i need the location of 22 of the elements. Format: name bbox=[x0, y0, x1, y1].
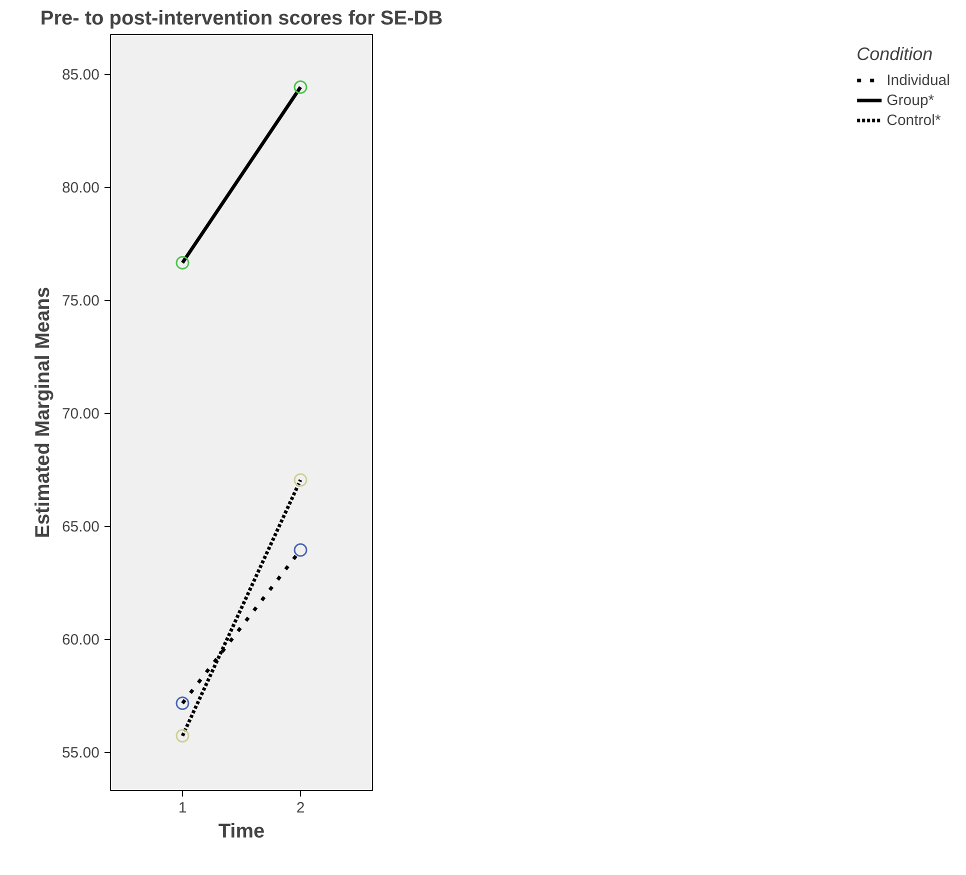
point bbox=[294, 543, 308, 557]
point bbox=[176, 729, 190, 743]
chart-title: Pre- to post-intervention scores for SE-DB bbox=[40, 8, 443, 30]
legend-label: Individual bbox=[886, 72, 950, 88]
x-axis-title: Time bbox=[218, 820, 265, 842]
point bbox=[176, 696, 190, 710]
y-tick-label: 65.00 bbox=[62, 518, 100, 536]
point bbox=[176, 256, 190, 270]
y-tick-label: 75.00 bbox=[62, 292, 100, 310]
y-axis-title: Estimated Marginal Means bbox=[32, 286, 54, 538]
point bbox=[294, 473, 308, 487]
x-tick-label: 2 bbox=[296, 800, 305, 816]
point bbox=[294, 80, 308, 94]
y-tick-label: 85.00 bbox=[62, 66, 100, 84]
y-tick-label: 60.00 bbox=[62, 632, 100, 649]
legend-title: Condition bbox=[856, 44, 934, 65]
x-tick-label: 1 bbox=[178, 800, 187, 816]
y-tick-label: 55.00 bbox=[62, 744, 100, 762]
legend-label: Group* bbox=[886, 92, 934, 108]
y-tick-label: 70.00 bbox=[62, 406, 100, 423]
y-tick-label: 80.00 bbox=[62, 180, 100, 197]
legend-label: Control* bbox=[886, 112, 941, 128]
